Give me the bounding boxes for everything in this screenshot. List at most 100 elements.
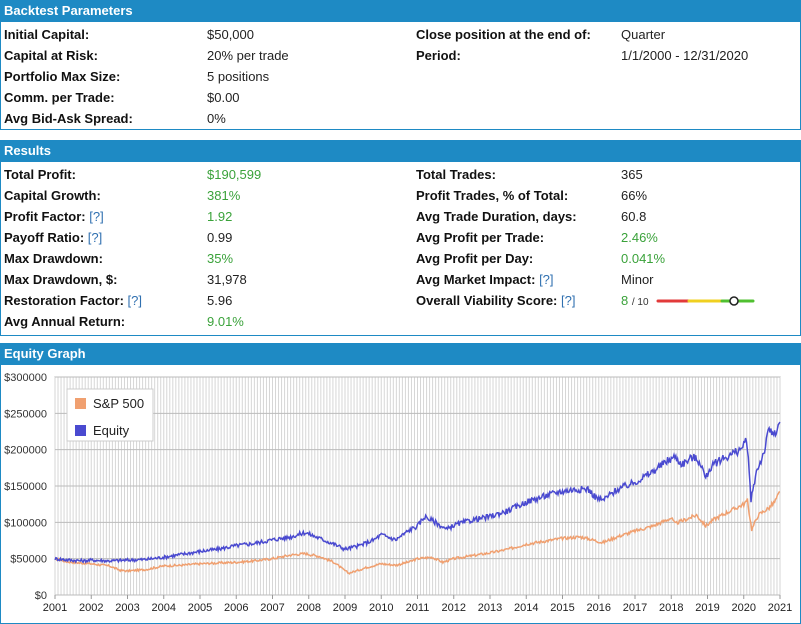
y-tick-label: $50000 xyxy=(10,554,47,566)
y-tick-label: $100000 xyxy=(4,517,47,529)
result-label-text: Avg Market Impact: xyxy=(416,272,536,287)
result-value: 60.8 xyxy=(621,209,647,224)
x-tick-label: 2001 xyxy=(43,602,67,614)
x-tick-label: 2019 xyxy=(695,602,719,614)
x-tick-label: 2014 xyxy=(514,602,538,614)
result-value: 66% xyxy=(621,188,648,203)
legend-swatch xyxy=(75,398,86,409)
help-link[interactable]: [?] xyxy=(89,209,104,224)
y-tick-label: $300000 xyxy=(4,372,47,384)
y-tick-label: $150000 xyxy=(4,481,47,493)
series-line-equity xyxy=(54,421,781,564)
results-title: Results xyxy=(1,141,800,162)
result-label-text: Avg Annual Return: xyxy=(4,314,126,329)
param-label: Initial Capital: xyxy=(4,24,89,45)
param-value: 0% xyxy=(207,111,226,126)
result-value: 381% xyxy=(207,188,241,203)
x-tick-label: 2005 xyxy=(188,602,212,614)
x-tick-label: 2017 xyxy=(623,602,647,614)
equity-chart: $0 $50000 $100000 $150000 $200000 $250000 $300… xyxy=(4,372,792,614)
param-label: Close position at the end of: xyxy=(416,24,591,45)
viability-score-max: / 10 xyxy=(631,297,649,308)
result-value: 35% xyxy=(207,251,234,266)
x-tick-label: 2009 xyxy=(333,602,357,614)
param-value: $50,000 xyxy=(207,27,254,42)
param-value: 20% per trade xyxy=(207,48,289,63)
param-label: Comm. per Trade: xyxy=(4,87,115,108)
result-value: 0.99 xyxy=(207,230,233,245)
result-label: Total Profit: xyxy=(4,164,76,185)
help-link[interactable]: [?] xyxy=(539,272,554,287)
gauge-marker xyxy=(729,296,739,306)
x-tick-label: 2013 xyxy=(478,602,502,614)
result-value: Minor xyxy=(621,272,654,287)
param-label: Portfolio Max Size: xyxy=(4,66,120,87)
param-value: $0.00 xyxy=(207,90,240,105)
y-tick-label: $200000 xyxy=(4,445,47,457)
result-value: 2.46% xyxy=(621,230,658,245)
param-label-text: Initial Capital: xyxy=(4,27,90,42)
result-value: 0.041% xyxy=(621,251,666,266)
x-tick-label: 2004 xyxy=(152,602,176,614)
result-label: Avg Profit per Trade: xyxy=(416,227,544,248)
result-label-text: Max Drawdown, $: xyxy=(4,272,118,287)
viability-score-value: 8 xyxy=(621,293,629,308)
result-label: Payoff Ratio: [?] xyxy=(4,227,102,248)
param-label-text: Portfolio Max Size: xyxy=(4,69,121,84)
param-label-text: Avg Bid-Ask Spread: xyxy=(4,111,133,126)
result-label-text: Max Drawdown: xyxy=(4,251,103,266)
x-tick-label: 2016 xyxy=(587,602,611,614)
param-label: Period: xyxy=(416,45,461,66)
result-label: Avg Trade Duration, days: xyxy=(416,206,577,227)
param-label-text: Comm. per Trade: xyxy=(4,90,115,105)
param-label: Capital at Risk: xyxy=(4,45,98,66)
result-label: Avg Annual Return: xyxy=(4,311,125,332)
result-value: 9.01% xyxy=(207,314,244,329)
result-label-text: Avg Profit per Trade: xyxy=(416,230,545,245)
result-label-text: Avg Profit per Day: xyxy=(416,251,534,266)
result-label-text: Avg Trade Duration, days: xyxy=(416,209,577,224)
legend-label: S&P 500 xyxy=(93,396,144,411)
legend-label: Equity xyxy=(93,423,130,438)
help-link[interactable]: [?] xyxy=(561,293,576,308)
x-tick-label: 2006 xyxy=(224,602,248,614)
result-label-text: Capital Growth: xyxy=(4,188,101,203)
param-label-text: Close position at the end of: xyxy=(416,27,591,42)
x-tick-label: 2011 xyxy=(406,602,430,614)
param-label: Avg Bid-Ask Spread: xyxy=(4,108,133,129)
grid xyxy=(54,376,781,596)
param-label-text: Capital at Risk: xyxy=(4,48,98,63)
chart-legend: S&P 500 Equity xyxy=(66,388,154,442)
result-value: 365 xyxy=(621,167,643,182)
param-value: 5 positions xyxy=(207,69,270,84)
help-link[interactable]: [?] xyxy=(127,293,142,308)
y-tick-label: $250000 xyxy=(4,408,47,420)
result-label: Restoration Factor: [?] xyxy=(4,290,142,311)
result-label: Profit Trades, % of Total: xyxy=(416,185,568,206)
viability-gauge xyxy=(656,296,755,306)
result-label: Avg Profit per Day: xyxy=(416,248,533,269)
result-label-text: Profit Trades, % of Total: xyxy=(416,188,569,203)
result-label-text: Total Trades: xyxy=(416,167,496,182)
result-value: $190,599 xyxy=(207,167,262,182)
x-tick-label: 2021 xyxy=(768,602,792,614)
param-value: Quarter xyxy=(621,27,666,42)
result-label: Avg Market Impact: [?] xyxy=(416,269,554,290)
x-tick-label: 2020 xyxy=(732,602,756,614)
results-panel: Results Total Profit: $190,599 Capital Gro… xyxy=(0,140,801,336)
x-tick-label: 2003 xyxy=(115,602,139,614)
equity-graph-title: Equity Graph xyxy=(1,344,800,365)
x-tick-label: 2015 xyxy=(550,602,574,614)
result-label: Profit Factor: [?] xyxy=(4,206,104,227)
backtest-parameters-title: Backtest Parameters xyxy=(1,1,800,22)
result-label-text: Restoration Factor: xyxy=(4,293,124,308)
x-tick-label: 2018 xyxy=(659,602,683,614)
result-value: 1.92 xyxy=(207,209,233,224)
help-link[interactable]: [?] xyxy=(87,230,103,245)
backtest-parameters-panel: Backtest Parameters Initial Capital: $50,… xyxy=(0,0,801,130)
param-label-text: Period: xyxy=(416,48,461,63)
result-label-text: Payoff Ratio: xyxy=(4,230,85,245)
result-label: Max Drawdown, $: xyxy=(4,269,117,290)
equity-graph-panel: Equity Graph $0 $50000 $100000 $150000 $2000… xyxy=(0,343,801,624)
result-label: Capital Growth: xyxy=(4,185,101,206)
